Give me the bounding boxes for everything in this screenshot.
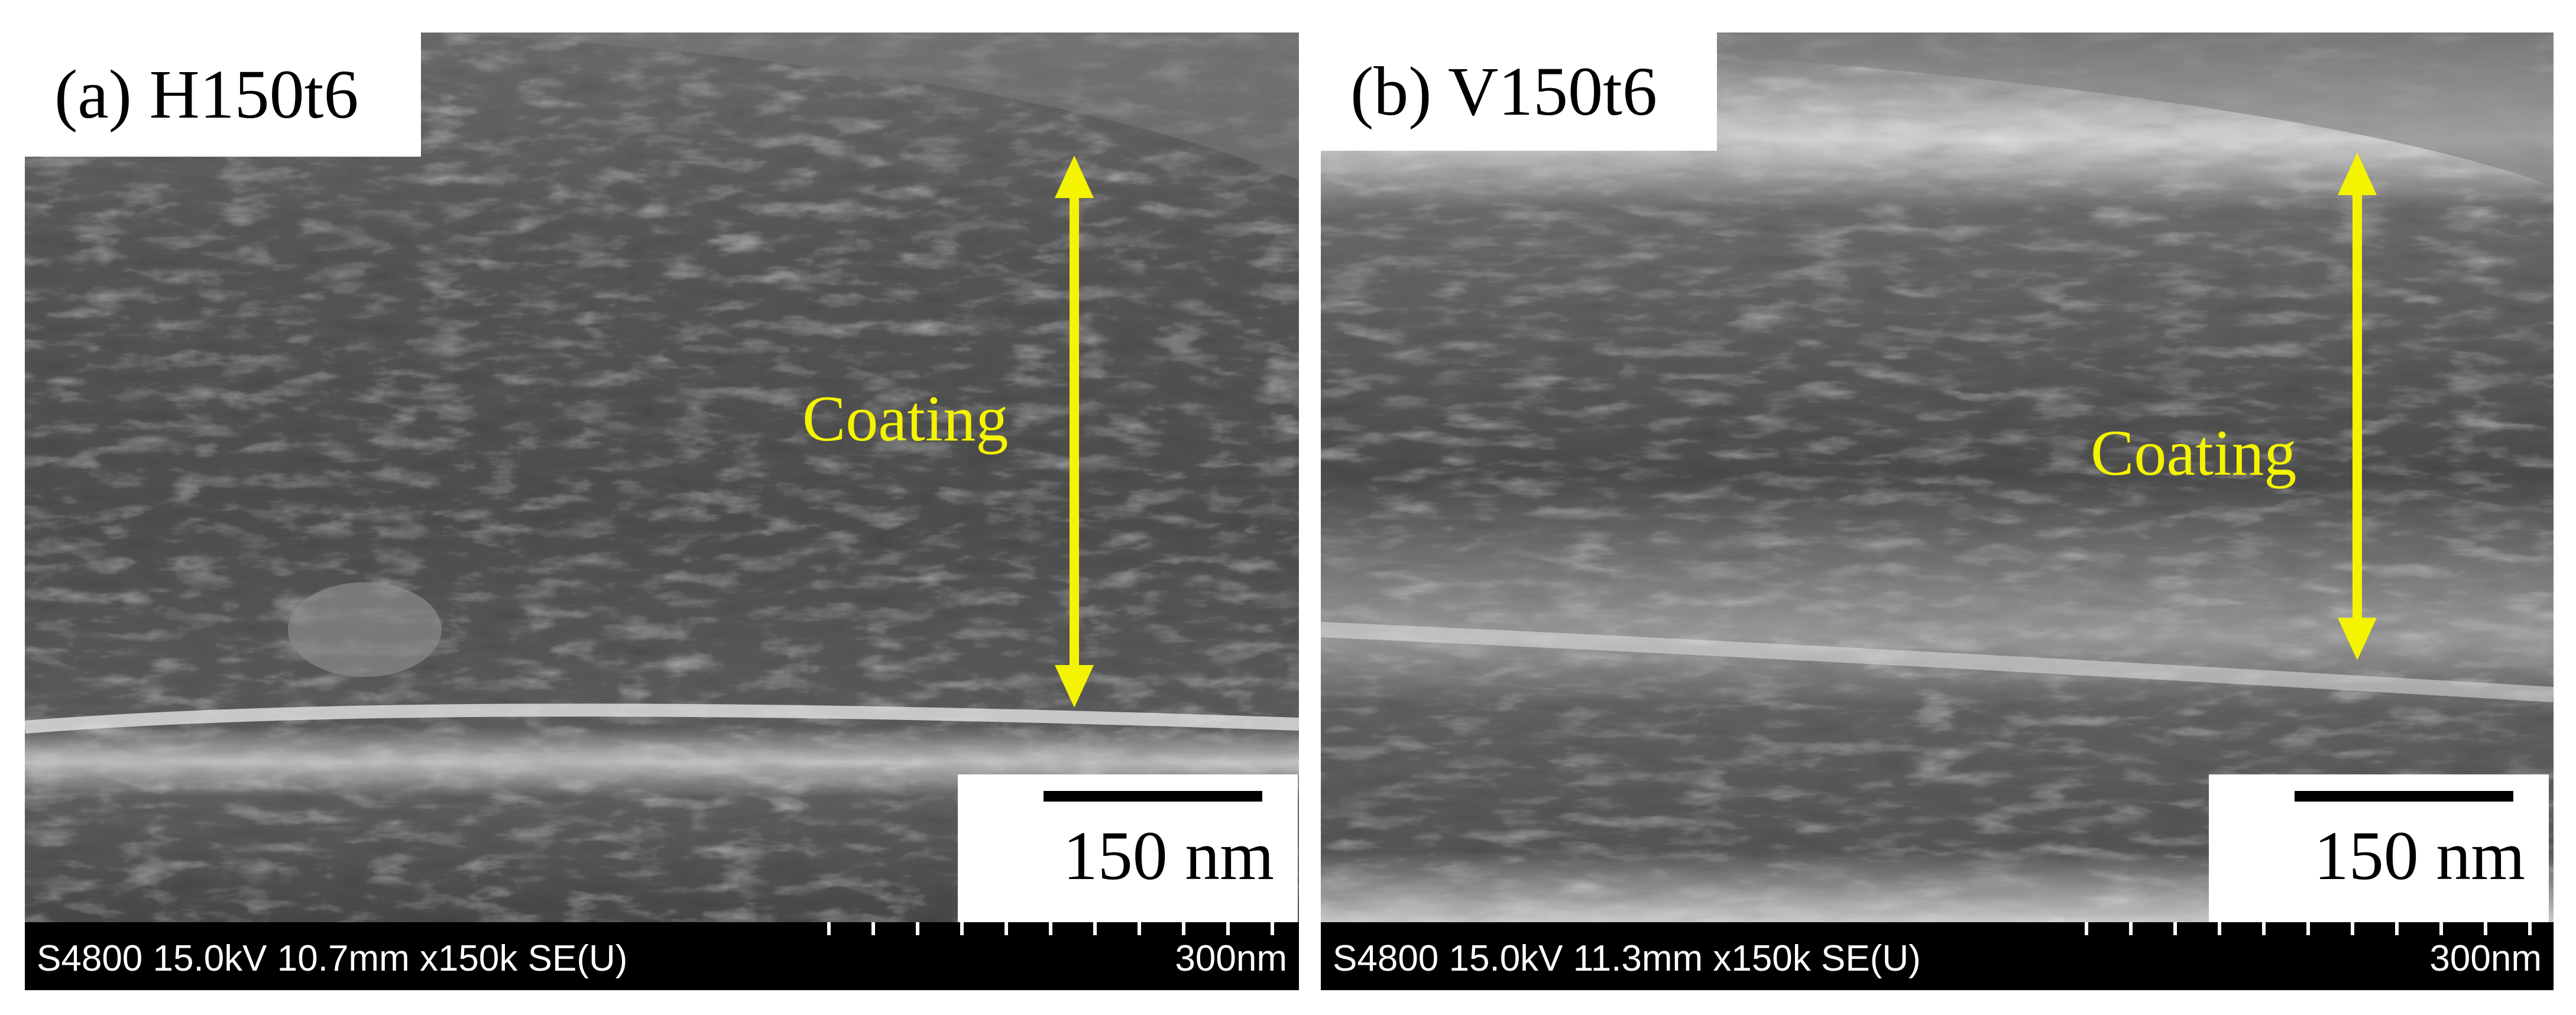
- scale-bar-b: 150 nm: [2209, 774, 2549, 922]
- scale-bar-text-b: 150 nm: [2313, 817, 2525, 894]
- sem-micrograph-a: [25, 33, 1299, 922]
- coating-label-b: Coating: [2091, 417, 2297, 489]
- sem-info-bar-b: S4800 15.0kV 11.3mm x150k SE(U) 300nm: [1321, 922, 2554, 990]
- sem-panel-a: (a) H150t6 Coating 150 nm S4800 15.0kV 1…: [25, 33, 1299, 990]
- sem-info-bar-a: S4800 15.0kV 10.7mm x150k SE(U) 300nm: [25, 922, 1299, 990]
- sem-info-text-b: S4800 15.0kV 11.3mm x150k SE(U): [1333, 938, 1921, 979]
- sem-panel-b: (b) V150t6 Coating 150 nm S4800 15.0kV 1…: [1321, 33, 2554, 990]
- tick-ruler-a: [827, 922, 1274, 935]
- scale-bar-a: 150 nm: [958, 774, 1298, 922]
- sem-info-scale-b: 300nm: [2429, 938, 2542, 979]
- coating-label-a: Coating: [802, 382, 1009, 455]
- panel-label-b: (b) V150t6: [1321, 33, 1717, 151]
- sem-info-scale-a: 300nm: [1175, 938, 1287, 979]
- double-arrow-icon: [1055, 155, 1094, 708]
- scale-bar-line-a: [1044, 791, 1262, 802]
- tick-ruler-b: [2085, 922, 2532, 935]
- scale-bar-line-b: [2295, 791, 2513, 802]
- sem-info-text-a: S4800 15.0kV 10.7mm x150k SE(U): [37, 938, 628, 979]
- double-arrow-icon: [2338, 153, 2377, 660]
- scale-bar-text-a: 150 nm: [1062, 817, 1274, 894]
- panel-label-a: (a) H150t6: [25, 33, 421, 157]
